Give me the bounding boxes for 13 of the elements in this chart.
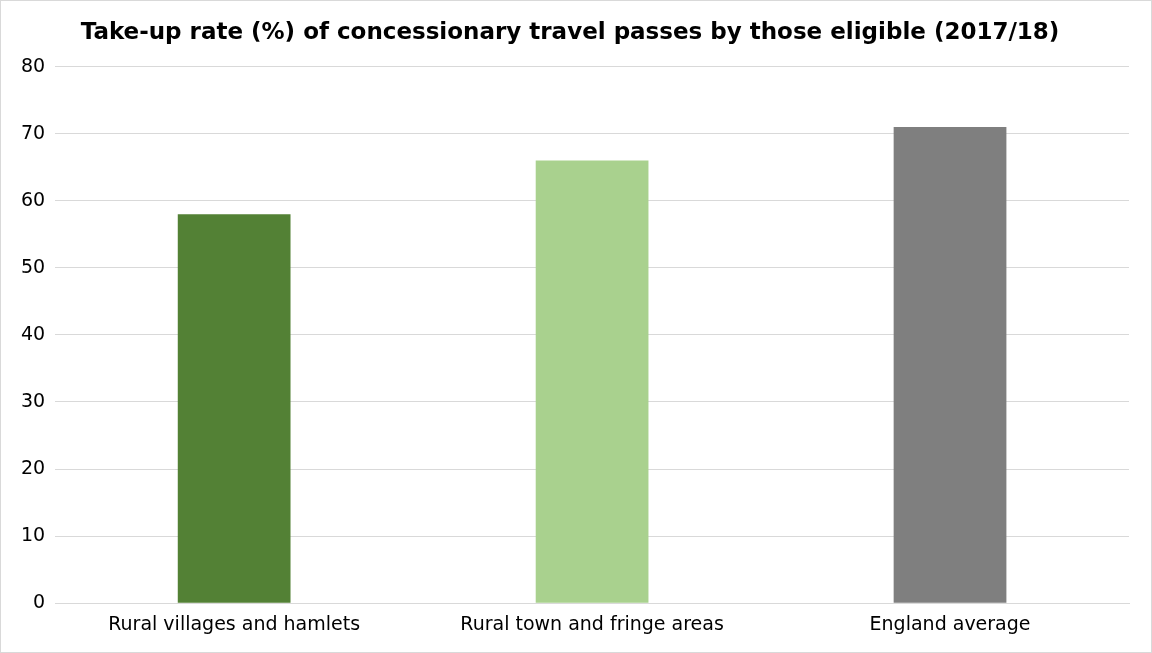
y-tick-label: 50 bbox=[20, 254, 46, 277]
y-tick-label: 30 bbox=[20, 388, 46, 411]
y-tick-label: 10 bbox=[20, 523, 46, 546]
y-tick-label: 20 bbox=[20, 455, 46, 478]
x-tick-label: Rural town and fringe areas bbox=[460, 611, 724, 634]
y-tick-label: 0 bbox=[33, 590, 46, 613]
y-tick-label: 70 bbox=[20, 120, 46, 143]
y-tick-label: 60 bbox=[20, 187, 46, 210]
y-tick-label: 80 bbox=[20, 53, 46, 76]
x-tick-label: England average bbox=[869, 611, 1031, 634]
x-tick-label: Rural villages and hamlets bbox=[108, 611, 361, 634]
y-tick-label: 40 bbox=[20, 321, 46, 344]
chart-title: Take-up rate (%) of concessionary travel passes by those eligible (2017/18) bbox=[80, 17, 1060, 44]
